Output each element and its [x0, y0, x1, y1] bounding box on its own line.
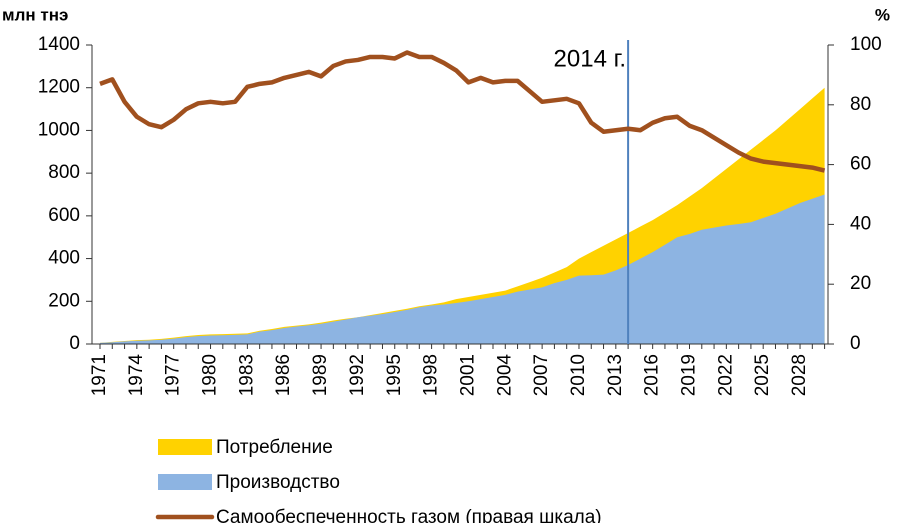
y-tick-label: 1000: [38, 119, 80, 140]
y-tick-label: 1400: [38, 34, 80, 55]
y2-tick-label: 20: [850, 273, 871, 294]
annotation: 2014 г.: [554, 45, 627, 72]
y-tick-label: 600: [48, 205, 80, 226]
x-tick-label: 2007: [531, 354, 552, 396]
x-tick-label: 1977: [163, 354, 184, 396]
legend-label: Производство: [216, 472, 340, 493]
x-tick-label: 2019: [679, 354, 700, 396]
x-tick-label: 1983: [236, 354, 257, 396]
y-tick-label: 400: [48, 248, 80, 269]
x-tick-label: 2016: [642, 354, 663, 396]
y2-tick-label: 40: [850, 213, 871, 234]
legend-swatch: [158, 439, 212, 455]
x-tick-label: 2025: [752, 354, 773, 396]
x-tick-label: 1986: [273, 354, 294, 396]
x-tick-label: 1971: [89, 354, 110, 396]
legend-label: Самообеспеченность газом (правая шкала): [216, 507, 602, 523]
y2-tick-label: 80: [850, 94, 871, 115]
x-tick-label: 1980: [200, 354, 221, 396]
y-axis-label: млн тнэ: [2, 5, 68, 24]
legend-label: Потребление: [216, 437, 333, 458]
x-tick-label: 2004: [494, 354, 515, 397]
y2-tick-label: 100: [850, 34, 882, 55]
x-tick-label: 1974: [126, 354, 147, 397]
y-tick-label: 0: [69, 333, 80, 354]
y-tick-label: 200: [48, 290, 80, 311]
x-tick-label: 2010: [568, 354, 589, 396]
y-tick-label: 1200: [38, 77, 80, 98]
y2-axis-label: %: [875, 5, 890, 24]
x-tick-label: 1989: [310, 354, 331, 396]
line: [99, 50, 826, 173]
x-tick-label: 2028: [789, 354, 810, 396]
x-tick-label: 1998: [421, 354, 442, 396]
y-tick-label: 800: [48, 162, 80, 183]
x-tick-label: 2013: [605, 354, 626, 396]
x-tick-label: 2001: [457, 354, 478, 396]
x-tick-label: 2022: [715, 354, 736, 396]
area: [100, 194, 825, 344]
x-tick-label: 1995: [384, 354, 405, 396]
y2-tick-label: 0: [850, 333, 861, 354]
x-tick-label: 1992: [347, 354, 368, 396]
legend-swatch: [158, 474, 212, 490]
y2-tick-label: 60: [850, 154, 871, 175]
